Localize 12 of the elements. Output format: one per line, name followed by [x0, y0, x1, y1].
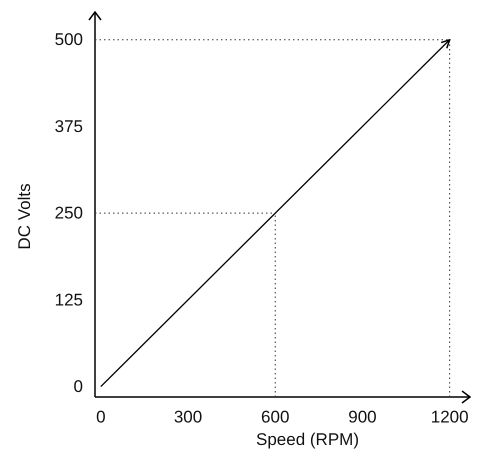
x-axis-title: Speed (RPM)	[256, 430, 359, 449]
x-tick-label: 0	[96, 407, 106, 426]
x-tick-label: 300	[174, 407, 202, 426]
x-tick-label: 600	[261, 407, 290, 426]
y-tick-label: 125	[54, 290, 83, 310]
y-tick-label: 0	[74, 377, 83, 396]
y-tick-label: 375	[54, 116, 83, 136]
y-axis-title: DC Volts	[15, 183, 34, 250]
y-tick-label: 250	[54, 204, 83, 223]
x-tick-label: 1200	[430, 407, 469, 426]
y-tick-label: 500	[54, 30, 83, 50]
x-tick-label: 900	[348, 407, 377, 426]
